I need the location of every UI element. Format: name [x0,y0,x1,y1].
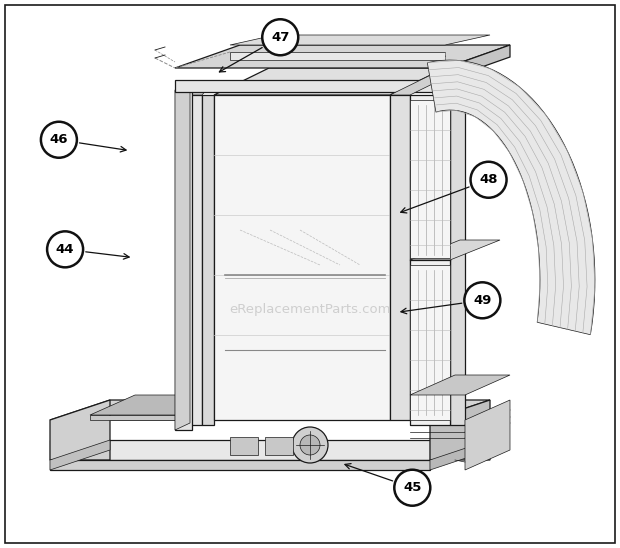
Polygon shape [90,395,445,415]
Polygon shape [214,95,390,420]
Text: 47: 47 [271,31,290,44]
Circle shape [262,19,298,55]
Polygon shape [175,83,190,430]
Text: 44: 44 [56,243,74,256]
Polygon shape [50,460,430,470]
Bar [265,437,293,455]
Polygon shape [410,240,500,260]
Polygon shape [190,88,208,95]
Polygon shape [190,95,202,425]
Polygon shape [430,400,490,460]
Text: 48: 48 [479,173,498,186]
Polygon shape [230,52,445,60]
Circle shape [464,282,500,318]
Polygon shape [50,440,110,470]
Bar [230,437,258,455]
Polygon shape [430,440,490,470]
Text: 45: 45 [403,481,422,494]
Polygon shape [214,68,445,95]
Polygon shape [410,265,450,420]
Polygon shape [410,100,450,258]
Polygon shape [390,68,465,95]
Polygon shape [175,80,445,92]
Circle shape [41,122,77,158]
Polygon shape [50,400,110,460]
Polygon shape [410,95,450,425]
Polygon shape [465,400,510,470]
Polygon shape [175,90,192,430]
Circle shape [292,427,328,463]
Circle shape [47,231,83,267]
Polygon shape [410,375,510,395]
Text: 49: 49 [473,294,492,307]
Text: eReplacementParts.com: eReplacementParts.com [229,304,391,317]
Polygon shape [390,95,410,420]
Polygon shape [445,45,510,80]
Polygon shape [230,35,490,45]
Polygon shape [50,400,490,420]
Polygon shape [50,440,430,460]
Polygon shape [450,95,465,425]
Circle shape [471,162,507,198]
Polygon shape [427,60,595,335]
Polygon shape [90,415,390,420]
Text: 46: 46 [50,133,68,146]
Circle shape [300,435,320,455]
Polygon shape [202,95,214,425]
Circle shape [394,470,430,506]
Polygon shape [175,45,510,68]
